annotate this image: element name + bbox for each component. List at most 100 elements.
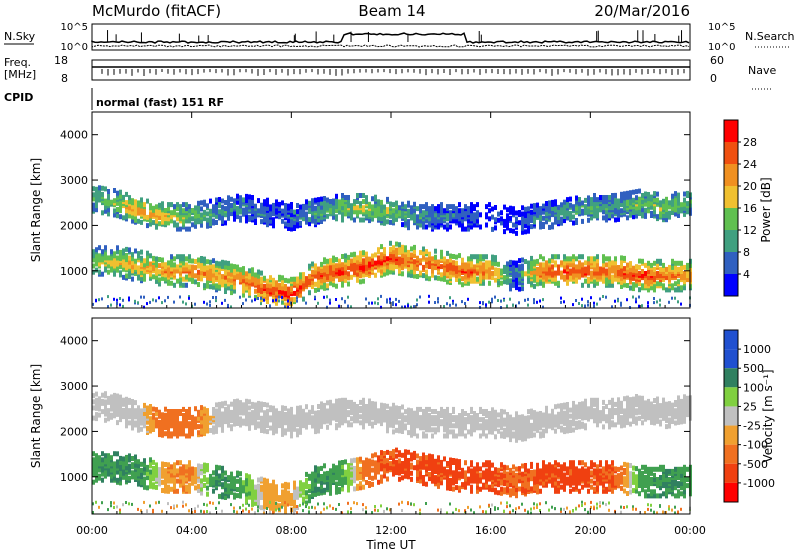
power-cell-near <box>257 292 260 297</box>
power-colorbar-segment <box>724 142 738 164</box>
power-cell-near <box>431 272 434 278</box>
power-noise-cell <box>338 304 340 308</box>
power-noise-cell <box>497 299 499 302</box>
power-y-tick-label: 3000 <box>60 174 88 187</box>
power-cell-near <box>263 275 266 281</box>
power-cell-near <box>155 260 158 266</box>
power-cell-far <box>548 214 551 220</box>
velocity-cell-far <box>113 392 116 398</box>
power-cell-far <box>92 206 95 212</box>
power-cell-near <box>203 256 206 262</box>
velocity-cell-near <box>224 470 227 476</box>
velocity-cell-near <box>161 479 164 485</box>
power-cell-near <box>383 267 386 273</box>
power-noise-cell <box>245 298 247 302</box>
power-cell-near <box>428 259 431 265</box>
power-cell-near <box>359 250 362 256</box>
velocity-cell-near <box>128 463 131 469</box>
power-y-tick-label: 2000 <box>60 219 88 232</box>
power-cell-near <box>323 275 326 281</box>
power-cell-near <box>683 264 686 270</box>
velocity-cell-far <box>203 406 206 412</box>
velocity-cell-far <box>233 399 236 405</box>
power-cell-near <box>281 275 284 281</box>
power-cell-near <box>599 266 602 272</box>
power-cell-near <box>476 254 479 260</box>
power-cell-far <box>362 193 365 198</box>
velocity-cell-far <box>227 404 230 410</box>
power-cell-near <box>506 279 509 285</box>
power-cell-near <box>194 279 197 285</box>
power-cell-far <box>647 192 650 197</box>
power-noise-cell <box>140 295 142 299</box>
velocity-cell-near <box>320 465 323 471</box>
velocity-cell-far <box>296 428 299 434</box>
power-cell-near <box>365 255 368 261</box>
power-cell-near <box>491 264 494 270</box>
velocity-cell-near <box>188 460 191 466</box>
power-cell-near <box>629 275 632 281</box>
power-cell-far <box>293 219 296 225</box>
power-cell-far <box>641 199 644 205</box>
velocity-cell-near <box>119 476 122 482</box>
power-cell-far <box>491 214 494 220</box>
power-cell-near <box>440 272 443 278</box>
power-cell-far <box>251 201 254 207</box>
velocity-cell-far <box>230 424 233 430</box>
power-cell-far <box>551 212 554 218</box>
power-noise-cell <box>455 303 457 307</box>
power-noise-cell <box>533 298 535 302</box>
power-noise-cell <box>389 297 391 301</box>
power-cell-near <box>605 268 608 274</box>
power-cell-far <box>260 219 263 225</box>
power-noise-cell <box>572 303 574 307</box>
velocity-noise-cell <box>113 501 115 505</box>
nsky-line <box>91 32 690 44</box>
velocity-cell-far <box>206 408 209 414</box>
velocity-cell-near <box>239 477 242 483</box>
freq-tick-8: 8 <box>61 72 68 85</box>
velocity-cell-near <box>113 465 116 471</box>
power-cell-far <box>353 205 356 211</box>
power-cell-far <box>311 206 314 212</box>
power-cell-far <box>146 214 149 220</box>
velocity-cell-near <box>290 493 293 498</box>
velocity-cell-near <box>110 477 113 483</box>
power-cell-near <box>635 282 638 288</box>
power-cell-far <box>602 203 605 209</box>
velocity-cell-far <box>323 402 326 408</box>
velocity-cell-near <box>119 470 122 476</box>
velocity-cell-far <box>164 418 167 424</box>
velocity-noise-cell <box>209 501 211 505</box>
power-cell-far <box>500 216 503 222</box>
power-cell-far <box>200 222 203 228</box>
power-cell-far <box>239 195 242 201</box>
power-cell-far <box>677 206 680 212</box>
velocity-cell-near <box>131 470 134 476</box>
power-cell-near <box>116 259 119 265</box>
power-cell-near <box>638 287 641 293</box>
velocity-noise-cell <box>284 501 286 505</box>
velocity-cell-near <box>92 461 95 467</box>
velocity-cell-far <box>302 421 305 426</box>
power-noise-cell <box>128 296 130 300</box>
power-cell-far <box>197 200 200 206</box>
power-cell-far <box>113 198 116 204</box>
power-noise-cell <box>614 299 616 303</box>
power-cell-far <box>638 196 641 202</box>
power-cell-far <box>266 205 269 211</box>
velocity-cell-far <box>158 413 161 419</box>
power-cell-near <box>200 274 203 280</box>
power-cell-far <box>563 199 566 205</box>
power-cell-far <box>290 222 293 228</box>
power-noise-cell <box>635 300 637 304</box>
velocity-cell-near <box>323 471 326 477</box>
velocity-cell-near <box>275 496 278 502</box>
power-cell-near <box>494 255 497 261</box>
power-cell-near <box>608 278 611 284</box>
velocity-noise-cell <box>119 511 121 515</box>
velocity-noise-cell <box>149 504 151 508</box>
velocity-noise-cell <box>323 502 325 506</box>
velocity-cell-far <box>287 408 290 414</box>
